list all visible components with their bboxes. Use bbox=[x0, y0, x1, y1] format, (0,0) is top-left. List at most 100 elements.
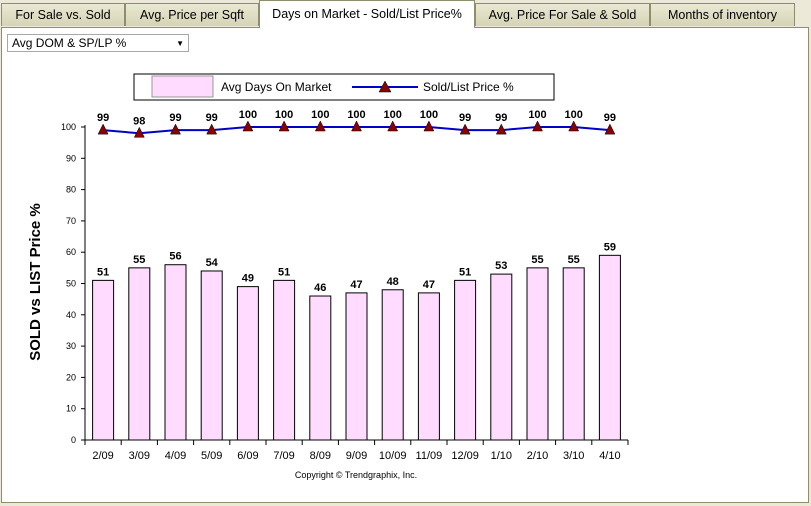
bar-data-label: 47 bbox=[350, 279, 362, 291]
x-tick-label: 2/10 bbox=[527, 450, 548, 462]
bar-data-label: 56 bbox=[169, 251, 181, 263]
x-tick-label: 12/09 bbox=[451, 450, 479, 462]
line-point-marker bbox=[242, 120, 254, 132]
line-data-label: 100 bbox=[384, 109, 402, 121]
bar-data-label: 51 bbox=[97, 266, 109, 278]
bar bbox=[345, 292, 368, 441]
line-point-marker bbox=[568, 120, 580, 132]
bar-data-label: 54 bbox=[206, 257, 219, 269]
line-data-label: 100 bbox=[565, 109, 583, 121]
x-tick-label: 7/09 bbox=[273, 450, 294, 462]
x-tick-label: 3/09 bbox=[129, 450, 150, 462]
line-data-label: 99 bbox=[495, 112, 507, 124]
chevron-down-icon: ▼ bbox=[176, 39, 184, 48]
legend-swatch-bar bbox=[151, 75, 214, 98]
y-tick-label: 40 bbox=[66, 310, 76, 320]
line-data-label: 100 bbox=[239, 109, 257, 121]
chart-type-select-value: Avg DOM & SP/LP % bbox=[12, 36, 127, 50]
line-point-marker bbox=[459, 123, 471, 135]
x-tick-label: 6/09 bbox=[237, 450, 258, 462]
bar-data-label: 51 bbox=[459, 266, 471, 278]
bar bbox=[200, 270, 223, 441]
line-data-label: 100 bbox=[275, 109, 293, 121]
tab-bar: For Sale vs. Sold Avg. Price per Sqft Da… bbox=[0, 0, 811, 28]
bar-data-label: 53 bbox=[495, 260, 507, 272]
legend-label-line: Sold/List Price % bbox=[423, 80, 514, 94]
y-tick-label: 80 bbox=[66, 185, 76, 195]
line-data-label: 99 bbox=[459, 112, 471, 124]
bar bbox=[128, 267, 151, 441]
x-tick-labels: 2/09 3/09 4/09 5/09 6/09 7/09 8/09 9/09 10/09 11/… bbox=[92, 450, 620, 462]
bar bbox=[381, 289, 404, 441]
x-tick-label: 11/09 bbox=[416, 450, 443, 462]
bar bbox=[273, 279, 296, 441]
line-point-marker bbox=[278, 120, 290, 132]
line-data-label: 99 bbox=[206, 112, 218, 124]
y-tick-label: 70 bbox=[66, 216, 76, 226]
x-tick-label: 2/09 bbox=[92, 450, 113, 462]
y-axis-title: SOLD vs LIST Price % bbox=[27, 203, 44, 361]
bar bbox=[526, 267, 549, 441]
bars bbox=[92, 254, 621, 441]
y-tick-label: 20 bbox=[66, 372, 76, 382]
line-point-marker bbox=[387, 120, 399, 132]
y-tick-label: 90 bbox=[66, 153, 76, 163]
bar bbox=[454, 279, 477, 441]
bar-data-label: 48 bbox=[387, 276, 399, 288]
line-point-marker bbox=[133, 126, 145, 138]
line-data-label: 100 bbox=[528, 109, 546, 121]
x-tick-label: 5/09 bbox=[201, 450, 222, 462]
tab-avg-price-for-sale-and-sold[interactable]: Avg. Price For Sale & Sold bbox=[475, 3, 650, 26]
x-tick-label: 10/09 bbox=[379, 450, 407, 462]
line-point-marker bbox=[314, 120, 326, 132]
bar-data-label: 59 bbox=[604, 241, 616, 253]
bar-data-label: 55 bbox=[133, 254, 145, 266]
line-data-label: 99 bbox=[604, 112, 616, 124]
legend-swatch-marker bbox=[378, 80, 392, 93]
bar bbox=[164, 264, 187, 441]
bar-data-label: 55 bbox=[531, 254, 543, 266]
line-data-label: 100 bbox=[311, 109, 329, 121]
x-tick-label: 4/10 bbox=[599, 450, 620, 462]
x-tick-label: 8/09 bbox=[310, 450, 331, 462]
copyright-footer: Copyright © Trendgraphix, Inc. bbox=[295, 470, 417, 480]
line-point-marker bbox=[351, 120, 362, 132]
bar-labels: 51 55 56 54 49 51 46 47 48 47 51 53 55 55 59 bbox=[97, 241, 616, 294]
tab-avg-price-per-sqft[interactable]: Avg. Price per Sqft bbox=[125, 3, 259, 26]
line-data-label: 100 bbox=[420, 109, 438, 121]
line-data-label: 99 bbox=[97, 112, 109, 124]
bar bbox=[417, 292, 440, 441]
line-point-marker bbox=[206, 123, 218, 135]
line-data-label: 98 bbox=[133, 115, 145, 127]
bar-data-label: 51 bbox=[278, 266, 290, 278]
bar-data-label: 47 bbox=[423, 279, 435, 291]
y-tick-label: 30 bbox=[66, 341, 76, 351]
tab-months-of-inventory[interactable]: Months of inventory bbox=[650, 3, 795, 26]
line-point-marker bbox=[170, 123, 181, 135]
x-tick-label: 1/10 bbox=[491, 450, 512, 462]
y-tick-label: 50 bbox=[66, 279, 76, 289]
y-tick-label: 0 bbox=[71, 435, 76, 445]
tab-days-on-market[interactable]: Days on Market - Sold/List Price% bbox=[259, 0, 475, 28]
bar-data-label: 46 bbox=[314, 282, 326, 294]
line-point-marker bbox=[423, 120, 435, 132]
y-tick-label: 100 bbox=[61, 122, 76, 132]
line-data-label: 100 bbox=[347, 109, 365, 121]
x-tick-label: 3/10 bbox=[563, 450, 584, 462]
line-point-marker bbox=[532, 120, 543, 132]
y-tick-label: 60 bbox=[66, 247, 76, 257]
legend-label-bar: Avg Days On Market bbox=[221, 80, 332, 94]
bar-data-label: 55 bbox=[568, 254, 580, 266]
x-tick-label: 9/09 bbox=[346, 450, 367, 462]
bar bbox=[598, 254, 621, 441]
line-point-marker bbox=[97, 123, 109, 135]
tab-for-sale-vs-sold[interactable]: For Sale vs. Sold bbox=[1, 3, 125, 26]
chart-type-select[interactable]: Avg DOM & SP/LP % ▼ bbox=[7, 34, 189, 52]
bar bbox=[562, 267, 585, 441]
line-point-marker bbox=[604, 123, 616, 135]
line-series: 99 98 99 99 100 100 100 100 100 100 99 99 100 100 99 bbox=[97, 109, 616, 138]
bar-data-label: 49 bbox=[242, 273, 254, 285]
y-tick-label: 10 bbox=[66, 404, 76, 414]
line-data-label: 99 bbox=[169, 112, 181, 124]
